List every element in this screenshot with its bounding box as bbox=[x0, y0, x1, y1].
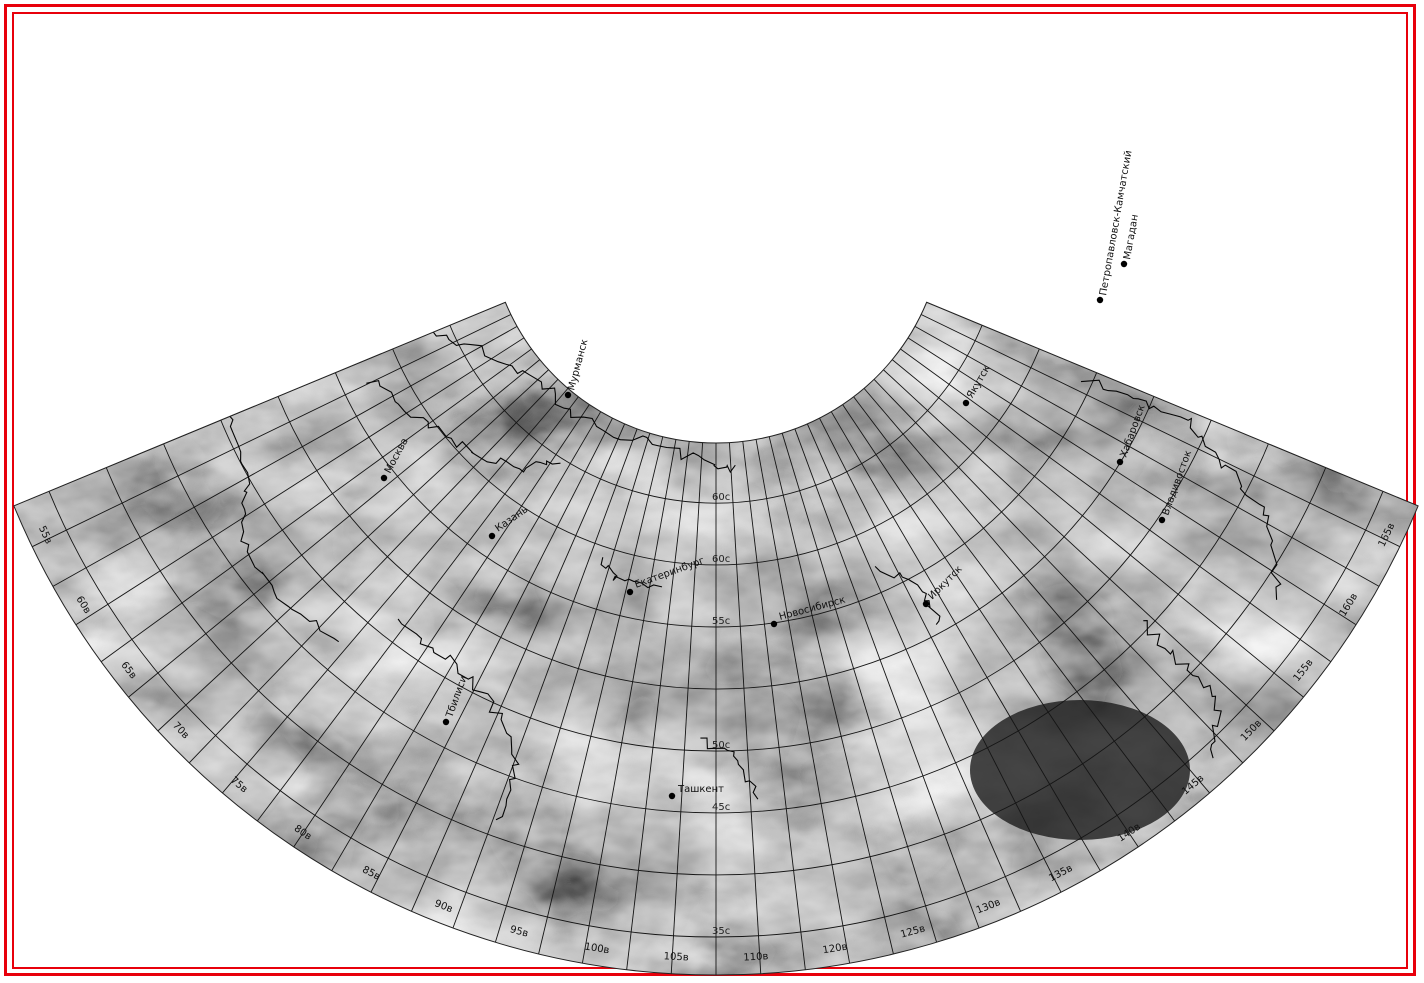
latitude-label: 35c bbox=[712, 926, 730, 937]
meridian-line bbox=[806, 423, 1021, 912]
meridian-line bbox=[728, 442, 762, 974]
longitude-label: 105в bbox=[663, 951, 689, 963]
city-label: Ташкент bbox=[677, 784, 724, 795]
city-marker bbox=[1158, 516, 1166, 524]
meridian-line bbox=[914, 326, 1380, 587]
latitude-label: 60c bbox=[712, 554, 730, 565]
coastline bbox=[600, 557, 663, 589]
dark-region bbox=[60, 35, 200, 125]
meridian-line bbox=[842, 404, 1139, 848]
meridian-line bbox=[755, 439, 851, 964]
longitude-label: 100в bbox=[584, 942, 611, 957]
meridian-line bbox=[538, 436, 664, 955]
city-marker bbox=[626, 588, 634, 596]
meridian-line bbox=[742, 441, 806, 970]
latitude-labels: 60c 60c 55c 50c 45c 35c bbox=[712, 492, 730, 937]
city-label: Магадан bbox=[1122, 214, 1141, 261]
meridian-line bbox=[907, 337, 1357, 626]
coastline bbox=[397, 618, 520, 821]
longitude-label: 110в bbox=[743, 951, 769, 963]
meridian-line bbox=[370, 417, 613, 893]
city-marker bbox=[380, 474, 388, 482]
map-border bbox=[13, 301, 1419, 976]
coastline bbox=[874, 566, 941, 625]
meridian-line bbox=[768, 436, 894, 955]
meridian-line bbox=[830, 411, 1101, 871]
city-marker bbox=[442, 718, 450, 726]
meridian-line bbox=[411, 423, 626, 912]
city-marker bbox=[1120, 260, 1128, 268]
meridian-line bbox=[100, 348, 532, 663]
coastline bbox=[1080, 379, 1282, 600]
meridian-line bbox=[452, 428, 638, 929]
dark-region bbox=[970, 700, 1190, 840]
latitude-label: 55c bbox=[712, 616, 730, 627]
meridian-line bbox=[863, 388, 1210, 794]
meridian-line bbox=[670, 442, 704, 974]
latitude-label: 45c bbox=[712, 802, 730, 813]
coastline bbox=[366, 379, 561, 473]
meridian-line bbox=[128, 359, 541, 698]
city-label: Мурманск bbox=[566, 338, 590, 392]
meridian-line bbox=[900, 348, 1332, 663]
meridian-line bbox=[873, 379, 1244, 764]
meridian-line bbox=[781, 433, 938, 943]
meridian-line bbox=[31, 314, 512, 548]
coastline bbox=[700, 737, 759, 800]
meridian-line bbox=[853, 396, 1176, 822]
meridian-line bbox=[920, 314, 1401, 548]
meridian-line bbox=[293, 404, 590, 848]
city-marker bbox=[770, 620, 778, 628]
meridian-line bbox=[794, 428, 980, 929]
meridian-line bbox=[819, 417, 1062, 893]
city-marker bbox=[668, 792, 676, 800]
coastlines bbox=[175, 302, 1282, 821]
meridian-line bbox=[222, 388, 569, 794]
meridian-line bbox=[883, 369, 1275, 732]
city-marker bbox=[1096, 296, 1104, 304]
city-marker bbox=[962, 399, 970, 407]
city-marker bbox=[1116, 458, 1124, 466]
meridian-line bbox=[256, 396, 579, 822]
city-marker bbox=[488, 532, 496, 540]
meridian-line bbox=[494, 433, 651, 943]
meridian-line bbox=[581, 439, 677, 964]
city-marker bbox=[922, 600, 930, 608]
latitude-label: 50c bbox=[712, 740, 730, 751]
meridian-line bbox=[52, 326, 518, 587]
meridian-line bbox=[188, 379, 559, 764]
longitude-label: 95в bbox=[509, 924, 530, 940]
longitude-label: 120в bbox=[822, 941, 849, 956]
latitude-label: 60c bbox=[712, 492, 730, 503]
meridian-line bbox=[331, 411, 602, 871]
dark-region bbox=[1270, 302, 1410, 360]
meridian-line bbox=[75, 337, 525, 626]
city-marker bbox=[564, 391, 572, 399]
meridian-line bbox=[891, 359, 1304, 698]
meridian-line bbox=[626, 441, 690, 970]
meridian-line bbox=[157, 369, 549, 732]
graticule bbox=[13, 302, 1419, 975]
coastline bbox=[1143, 620, 1222, 759]
